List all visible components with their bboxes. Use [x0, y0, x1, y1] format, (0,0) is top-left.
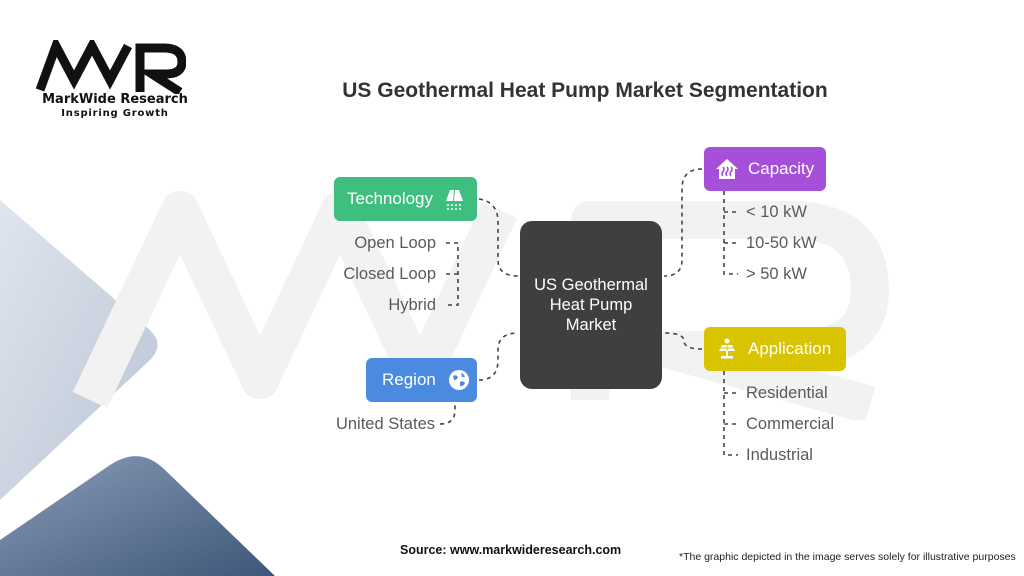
segment-region: Region: [366, 358, 477, 402]
capacity-item-10-50kw: 10-50 kW: [746, 234, 817, 252]
application-item-residential: Residential: [746, 384, 828, 402]
bracket-application: [723, 371, 738, 456]
center-node: US Geothermal Heat Pump Market: [520, 221, 662, 389]
mwr-logo-mark: [36, 40, 186, 94]
heating-house-icon: [714, 156, 740, 182]
connector-technology: [478, 198, 519, 277]
capacity-item-under-10kw: < 10 kW: [746, 203, 807, 221]
segment-capacity: Capacity: [704, 147, 826, 191]
segment-application: Application: [704, 327, 846, 371]
segment-region-label: Region: [382, 370, 436, 389]
diagram-title: US Geothermal Heat Pump Market Segmentat…: [342, 79, 828, 102]
technology-item-open-loop: Open Loop: [354, 234, 436, 252]
segment-application-label: Application: [748, 339, 832, 358]
disclaimer-note: *The graphic depicted in the image serve…: [679, 551, 1016, 563]
background-shape-light: [0, 200, 158, 500]
brand-tagline: Inspiring Growth: [61, 108, 169, 119]
bracket-technology: [446, 242, 459, 306]
cooling-unit-icon: [441, 186, 467, 212]
application-item-commercial: Commercial: [746, 415, 835, 433]
brand-name: MarkWide Research: [42, 92, 188, 107]
technology-item-hybrid: Hybrid: [388, 296, 436, 314]
background-shape-dark: [0, 456, 275, 576]
center-node-label: US Geothermal Heat Pump Market: [534, 276, 648, 334]
bracket-region: [439, 402, 456, 425]
source-note: Source: www.markwideresearch.com: [400, 543, 622, 557]
segment-capacity-label: Capacity: [748, 159, 815, 178]
region-item-united-states: United States: [335, 415, 435, 433]
connector-region: [478, 332, 519, 381]
segment-technology: Technology: [334, 177, 477, 221]
solar-panel-icon: [714, 336, 740, 362]
connector-application: [663, 332, 703, 350]
technology-item-closed-loop: Closed Loop: [343, 265, 436, 283]
application-item-industrial: Industrial: [746, 446, 813, 464]
globe-icon: [446, 367, 472, 393]
capacity-item-over-50kw: > 50 kW: [746, 265, 807, 283]
bracket-capacity: [723, 191, 738, 275]
brand-logo: MarkWide Research Inspiring Growth: [30, 40, 200, 124]
connector-capacity: [663, 168, 703, 277]
segment-technology-label: Technology: [347, 189, 434, 208]
